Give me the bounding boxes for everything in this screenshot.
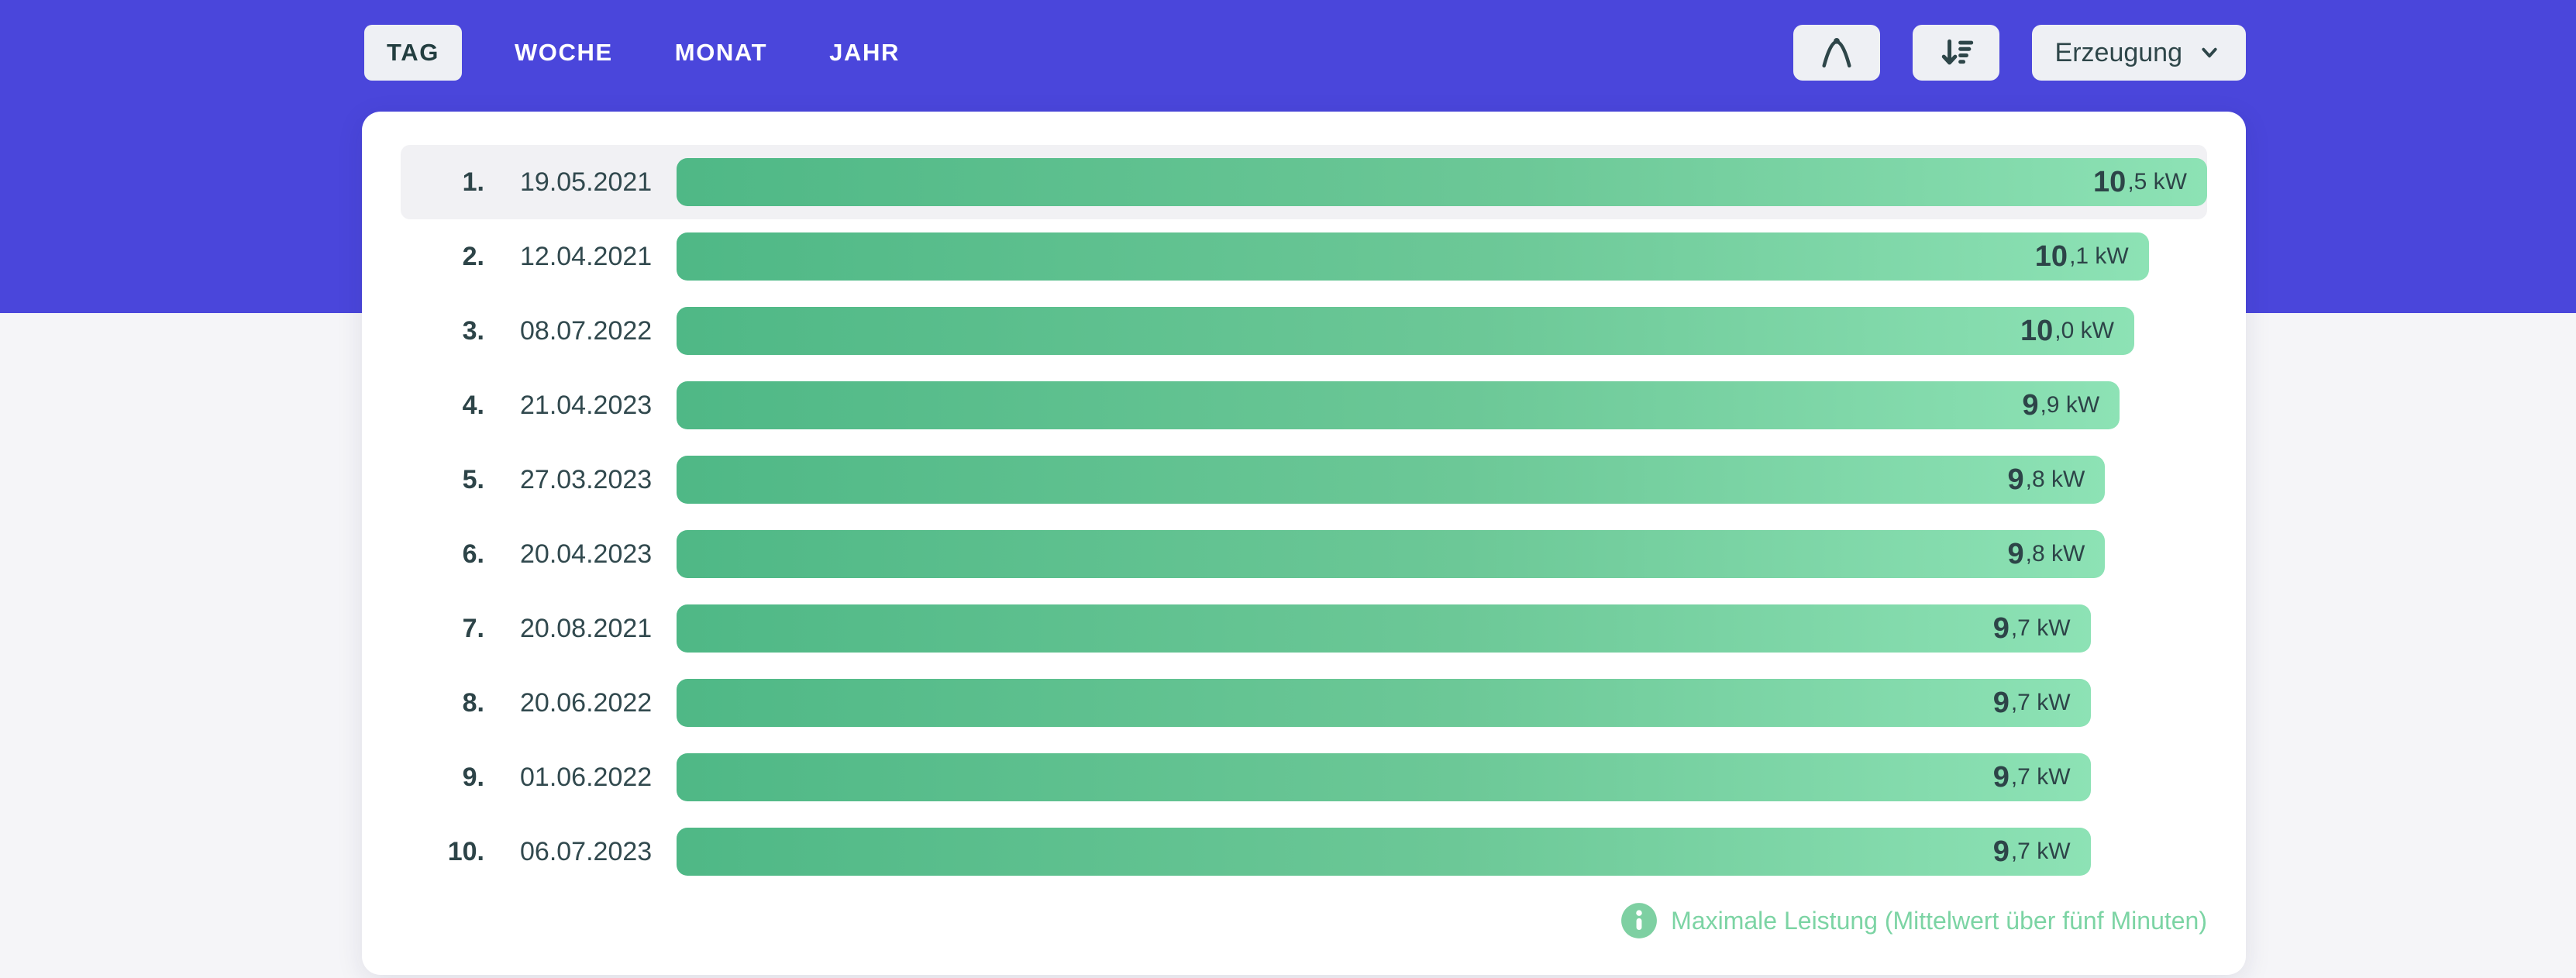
bar-zone: 10 ,0 kW (677, 307, 2207, 355)
value-fraction-unit: ,9 kW (2040, 392, 2100, 418)
ranking-row[interactable]: 8. 20.06.2022 9 ,7 kW (401, 666, 2207, 740)
ranking-row[interactable]: 5. 27.03.2023 9 ,8 kW (401, 443, 2207, 517)
value-fraction-unit: ,5 kW (2127, 169, 2187, 195)
value-fraction-unit: ,1 kW (2069, 243, 2129, 269)
ranking-row[interactable]: 1. 19.05.2021 10 ,5 kW (401, 145, 2207, 219)
value-integer: 9 (2007, 463, 2024, 496)
value-bar: 9 ,7 kW (677, 604, 2091, 653)
date-label: 12.04.2021 (520, 241, 653, 271)
date-label: 27.03.2023 (520, 464, 653, 494)
rank-label: 6. (462, 539, 484, 569)
rank-label: 2. (462, 241, 484, 271)
tab-tag[interactable]: TAG (364, 25, 462, 81)
tab-woche[interactable]: WOCHE (514, 39, 613, 66)
info-icon[interactable] (1620, 901, 1658, 940)
value-fraction-unit: ,7 kW (2010, 615, 2071, 641)
sort-descending-icon (1935, 32, 1977, 74)
value-bar: 9 ,7 kW (677, 828, 2091, 876)
value-fraction-unit: ,7 kW (2010, 839, 2071, 864)
value-integer: 10 (2020, 315, 2054, 347)
bar-zone: 10 ,5 kW (677, 158, 2207, 206)
value-integer: 9 (2007, 538, 2024, 570)
rank-label: 3. (462, 315, 484, 346)
value-bar: 9 ,7 kW (677, 679, 2091, 727)
value-integer: 10 (2034, 240, 2068, 273)
date-label: 20.06.2022 (520, 687, 653, 718)
value-bar: 9 ,8 kW (677, 530, 2106, 578)
bar-zone: 9 ,8 kW (677, 530, 2207, 578)
sort-descending-button[interactable] (1912, 25, 1999, 81)
value-bar: 9 ,7 kW (677, 753, 2091, 801)
metric-dropdown-label: Erzeugung (2054, 37, 2182, 67)
date-label: 01.06.2022 (520, 762, 653, 792)
bar-zone: 9 ,7 kW (677, 753, 2207, 801)
value-fraction-unit: ,8 kW (2025, 541, 2085, 566)
rank-label: 10. (447, 836, 484, 866)
toolbar: Erzeugung (1793, 25, 2246, 81)
ranking-row[interactable]: 3. 08.07.2022 10 ,0 kW (401, 294, 2207, 368)
value-integer: 10 (2093, 166, 2127, 198)
bar-zone: 10 ,1 kW (677, 232, 2207, 281)
date-label: 21.04.2023 (520, 390, 653, 420)
tab-jahr[interactable]: JAHR (829, 39, 900, 66)
bar-zone: 9 ,7 kW (677, 828, 2207, 876)
value-bar: 10 ,0 kW (677, 307, 2134, 355)
rank-label: 7. (462, 613, 484, 643)
value-integer: 9 (1992, 835, 2009, 868)
value-bar: 10 ,1 kW (677, 232, 2149, 281)
value-bar: 9 ,9 kW (677, 381, 2120, 429)
rank-label: 8. (462, 687, 484, 718)
bar-zone: 9 ,8 kW (677, 456, 2207, 504)
bell-curve-icon (1816, 32, 1858, 74)
footnote-text: Maximale Leistung (Mittelwert über fünf … (1671, 906, 2207, 935)
date-label: 06.07.2023 (520, 836, 653, 866)
date-label: 19.05.2021 (520, 167, 653, 197)
value-integer: 9 (2022, 389, 2039, 422)
rank-label: 4. (462, 390, 484, 420)
bar-zone: 9 ,9 kW (677, 381, 2207, 429)
ranking-row[interactable]: 9. 01.06.2022 9 ,7 kW (401, 740, 2207, 814)
value-fraction-unit: ,0 kW (2054, 318, 2114, 343)
ranking-row[interactable]: 6. 20.04.2023 9 ,8 kW (401, 517, 2207, 591)
ranking-row[interactable]: 4. 21.04.2023 9 ,9 kW (401, 368, 2207, 443)
metric-dropdown[interactable]: Erzeugung (2031, 25, 2246, 81)
value-integer: 9 (1992, 612, 2009, 645)
rank-label: 5. (462, 464, 484, 494)
rank-label: 1. (462, 167, 484, 197)
value-fraction-unit: ,7 kW (2010, 690, 2071, 715)
tab-monat[interactable]: MONAT (674, 39, 768, 66)
curve-view-button[interactable] (1793, 25, 1880, 81)
value-bar: 9 ,8 kW (677, 456, 2106, 504)
date-label: 08.07.2022 (520, 315, 653, 346)
ranking-row[interactable]: 7. 20.08.2021 9 ,7 kW (401, 591, 2207, 666)
rank-label: 9. (462, 762, 484, 792)
ranking-list: 1. 19.05.2021 10 ,5 kW 2. 12.04.2021 10 … (401, 145, 2207, 889)
value-integer: 9 (1992, 761, 2009, 794)
date-label: 20.04.2023 (520, 539, 653, 569)
value-fraction-unit: ,8 kW (2025, 467, 2085, 492)
ranking-card: 1. 19.05.2021 10 ,5 kW 2. 12.04.2021 10 … (362, 112, 2246, 975)
ranking-row[interactable]: 10. 06.07.2023 9 ,7 kW (401, 814, 2207, 889)
value-integer: 9 (1992, 687, 2009, 719)
period-tabs: TAG WOCHE MONAT JAHR (364, 25, 943, 81)
value-fraction-unit: ,7 kW (2010, 764, 2071, 790)
bar-zone: 9 ,7 kW (677, 679, 2207, 727)
chevron-down-icon (2196, 40, 2223, 66)
value-bar: 10 ,5 kW (677, 158, 2207, 206)
ranking-row[interactable]: 2. 12.04.2021 10 ,1 kW (401, 219, 2207, 294)
footnote: Maximale Leistung (Mittelwert über fünf … (401, 901, 2207, 940)
date-label: 20.08.2021 (520, 613, 653, 643)
bar-zone: 9 ,7 kW (677, 604, 2207, 653)
